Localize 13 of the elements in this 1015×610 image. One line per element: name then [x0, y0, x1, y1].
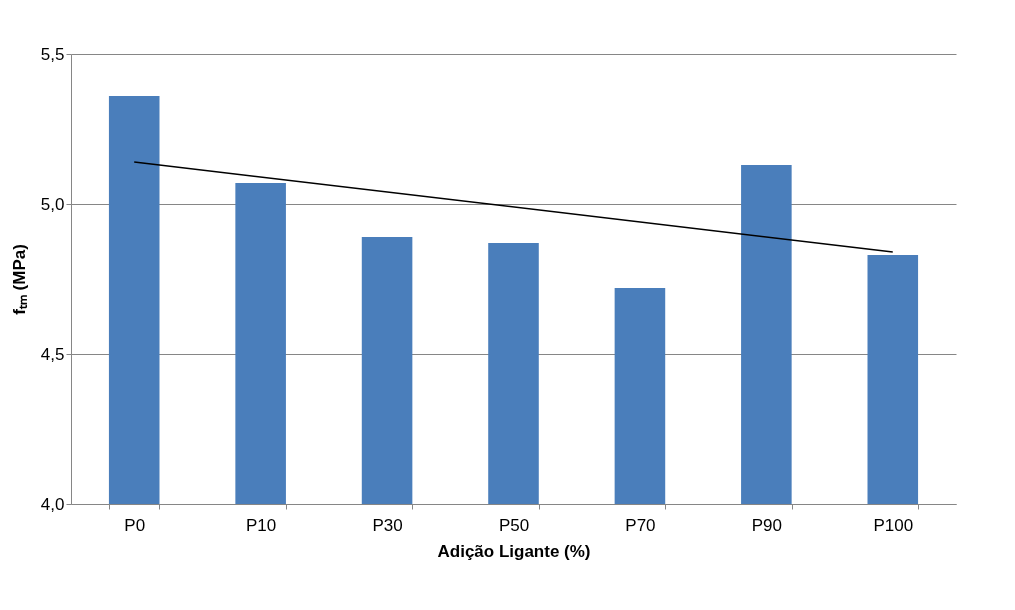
y-axis-title: fₜₘ (MPa): [9, 244, 29, 315]
y-tick-label: 4,5: [40, 344, 65, 364]
x-tick-label: P10: [246, 515, 277, 535]
y-tick-label: 4,0: [40, 494, 65, 514]
x-tick-label: P100: [873, 515, 914, 535]
y-tick-label: 5,0: [40, 194, 65, 214]
x-axis-title: Adição Ligante (%): [437, 541, 591, 561]
x-tick-label: P90: [751, 515, 782, 535]
x-tick-label: P30: [372, 515, 403, 535]
y-tick-label: 5,5: [40, 44, 65, 64]
x-tick-label: P50: [498, 515, 530, 535]
x-tick-label: P70: [625, 515, 656, 535]
x-tick-label: P0: [124, 515, 146, 535]
